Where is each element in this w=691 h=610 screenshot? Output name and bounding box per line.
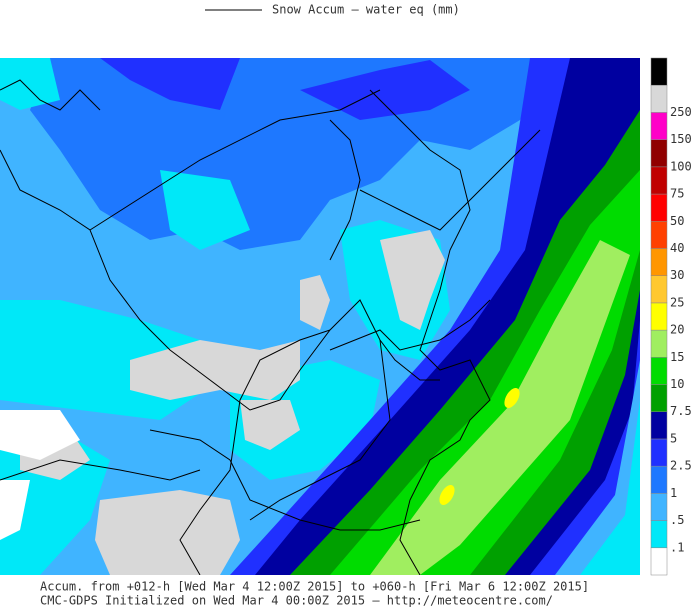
legend-label: 7.5 xyxy=(670,404,691,418)
legend-label: 40 xyxy=(670,241,684,255)
legend-label: 15 xyxy=(670,350,684,364)
legend-label: 30 xyxy=(670,268,684,282)
legend-label: 75 xyxy=(670,187,684,201)
legend-swatch xyxy=(650,357,668,385)
legend-swatch xyxy=(650,329,668,358)
legend-swatch xyxy=(650,193,668,222)
legend-label: 250 xyxy=(670,105,691,119)
legend-swatch xyxy=(650,465,668,494)
legend-swatch xyxy=(650,438,668,467)
legend-swatch xyxy=(650,411,668,440)
title: Snow Accum – water eq (mm) xyxy=(272,3,460,17)
legend-label: .5 xyxy=(670,513,684,527)
legend-label: 20 xyxy=(670,323,684,337)
legend-label: 5 xyxy=(670,431,677,445)
legend-swatch xyxy=(650,520,668,549)
legend-label: .1 xyxy=(670,540,684,554)
legend-label: 1 xyxy=(670,486,677,500)
legend-label: 50 xyxy=(670,214,684,228)
legend-swatch xyxy=(650,139,668,168)
map xyxy=(0,58,640,575)
legend-swatch xyxy=(650,547,668,576)
footer-line: CMC-GDPS Initialized on Wed Mar 4 00:00Z… xyxy=(40,594,553,608)
legend-swatch xyxy=(650,221,668,249)
legend-swatch xyxy=(650,84,668,113)
legend-swatch xyxy=(650,166,668,195)
footer-line: Accum. from +012-h [Wed Mar 4 12:00Z 201… xyxy=(40,580,589,594)
color-legend: .1 .5 1 2.5 5 7.5 10 15 20 25 30 40 50 75 100 150 250 xyxy=(650,57,691,576)
legend-label: 2.5 xyxy=(670,459,691,473)
legend-swatch xyxy=(650,248,668,276)
legend-swatch xyxy=(650,493,668,521)
legend-swatch xyxy=(650,302,668,331)
legend-label: 10 xyxy=(670,377,684,391)
legend-swatch xyxy=(650,384,668,412)
legend-swatch xyxy=(650,57,668,86)
legend-label: 150 xyxy=(670,132,691,146)
legend-swatch xyxy=(650,112,668,140)
legend-label: 100 xyxy=(670,159,691,173)
legend-label: 25 xyxy=(670,295,684,309)
legend-swatch xyxy=(650,275,668,304)
